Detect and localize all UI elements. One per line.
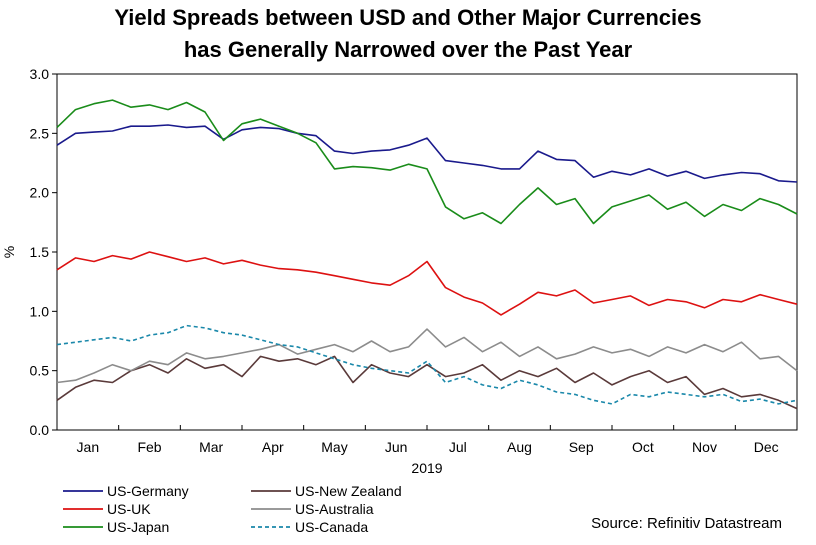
y-tick-label: 2.0	[30, 185, 50, 201]
y-tick-label: 3.0	[30, 66, 50, 82]
legend-label: US-Germany	[107, 483, 189, 499]
source-note: Source: Refinitiv Datastream	[591, 515, 782, 532]
y-axis-label: %	[1, 246, 17, 258]
series-lines	[56, 99, 798, 410]
x-tick-label: Jul	[449, 439, 467, 455]
x-tick-label: Mar	[199, 439, 223, 455]
x-tick-label: Jan	[77, 439, 100, 455]
legend: US-Germany US-UK US-Japan US-New Zealand US-…	[63, 483, 402, 535]
y-tick-label: 0.5	[30, 363, 50, 379]
y-tick-label: 0.0	[30, 422, 50, 438]
legend-label: US-Australia	[295, 501, 374, 517]
chart-title-line2: has Generally Narrowed over the Past Yea…	[183, 37, 633, 62]
chart-title-line1: Yield Spreads between USD and Other Majo…	[114, 5, 702, 30]
series-line-us-germany	[56, 124, 798, 183]
x-axis-label: 2019	[411, 460, 442, 476]
series-line-us-canada	[56, 324, 798, 405]
series-line-us-new-zealand	[56, 355, 798, 410]
y-tick-label: 1.5	[30, 244, 50, 260]
x-tick-label: Jun	[385, 439, 408, 455]
x-tick-label: Sep	[569, 439, 594, 455]
x-tick-label: Oct	[632, 439, 654, 455]
x-tick-label: Dec	[754, 439, 779, 455]
y-tick-label: 2.5	[30, 125, 50, 141]
x-tick-label: Apr	[262, 439, 284, 455]
series-line-us-uk	[56, 251, 798, 316]
series-line-us-japan	[56, 99, 798, 225]
legend-label: US-Canada	[295, 519, 368, 535]
series-line-us-australia	[56, 328, 798, 384]
legend-label: US-New Zealand	[295, 483, 402, 499]
legend-label: US-Japan	[107, 519, 169, 535]
x-tick-label: Nov	[692, 439, 717, 455]
x-tick-label: Feb	[137, 439, 161, 455]
legend-label: US-UK	[107, 501, 151, 517]
x-tick-label: May	[321, 439, 347, 455]
x-tick-label: Aug	[507, 439, 532, 455]
axes: 0.0 0.5 1.0 1.5 2.0 2.5 3.0% Jan Feb Mar Apr May Jun…	[1, 66, 798, 476]
y-tick-label: 1.0	[30, 303, 50, 319]
